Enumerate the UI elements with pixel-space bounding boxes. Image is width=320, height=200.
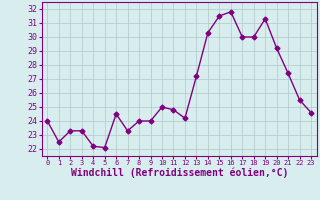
X-axis label: Windchill (Refroidissement éolien,°C): Windchill (Refroidissement éolien,°C) bbox=[70, 168, 288, 178]
